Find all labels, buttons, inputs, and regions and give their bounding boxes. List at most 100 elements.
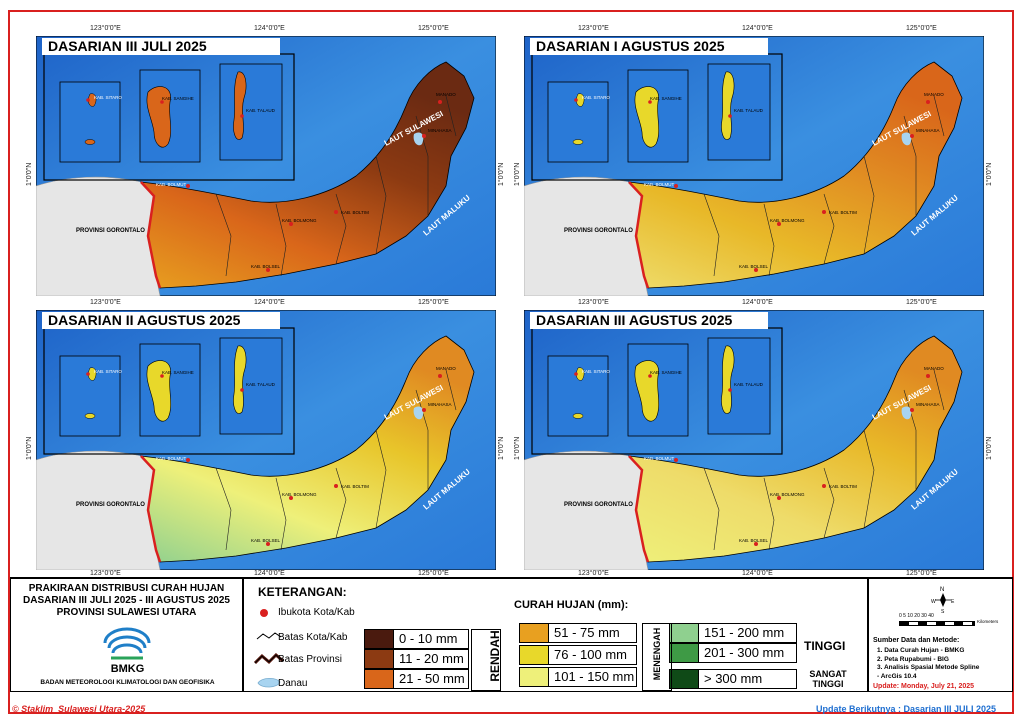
- legend-class: 151 - 200 mm: [669, 623, 797, 643]
- svg-text:KAB. TALAUD: KAB. TALAUD: [734, 108, 764, 113]
- province-border: [628, 455, 650, 563]
- svg-text:MINAHASA: MINAHASA: [428, 128, 452, 133]
- svg-text:KAB. BOLMONG: KAB. BOLMONG: [282, 218, 317, 223]
- lon-label-1: 123°0'0"E: [578, 25, 609, 32]
- legend-class: > 300 mm: [669, 669, 797, 689]
- lon-label-3: 125°0'0"E: [906, 25, 937, 32]
- lon-label-3: 125°0'0"E: [418, 25, 449, 32]
- svg-text:N: N: [940, 587, 944, 593]
- lat-label-left: 1°0'0"N: [514, 162, 521, 186]
- danau-symbol: [257, 677, 281, 688]
- legend-class-label: > 300 mm: [704, 671, 763, 686]
- sangat-tinggi-label: SANGAT TINGGI: [809, 669, 847, 689]
- lon-label-2: 124°0'0"E: [742, 25, 773, 32]
- legend-swatch: [520, 646, 549, 664]
- legend-class-label: 201 - 300 mm: [704, 645, 785, 660]
- batas-kota-symbol: [256, 632, 282, 640]
- svg-text:KAB. BOLMONG: KAB. BOLMONG: [282, 492, 317, 497]
- svg-text:KAB. TALAUD: KAB. TALAUD: [246, 382, 276, 387]
- batas-provinsi-label: Batas Provinsi: [278, 654, 342, 665]
- update-date: Update: Monday, July 21, 2025: [873, 683, 975, 690]
- gorontalo-land: [524, 176, 649, 296]
- lat-label-left: 1°0'0"N: [26, 162, 33, 186]
- svg-text:KAB. SANGIHE: KAB. SANGIHE: [162, 370, 194, 375]
- north-arrow-icon: N W E S: [931, 587, 955, 613]
- svg-text:S: S: [941, 609, 945, 613]
- title-block: PRAKIRAAN DISTRIBUSI CURAH HUJAN DASARIA…: [10, 578, 243, 692]
- lon-label-bottom: 125°0'0"E: [418, 570, 449, 577]
- map-canvas: KAB. SITARO KAB. SANGIHE KAB. TALAUD LAU…: [524, 310, 984, 570]
- scale-unit: Kilometers: [977, 619, 999, 624]
- sulut-mainland: [627, 61, 963, 289]
- svg-text:E: E: [951, 599, 955, 605]
- tinggi-label: TINGGI: [804, 639, 846, 653]
- legend-class: 201 - 300 mm: [669, 643, 797, 663]
- province-border: [140, 181, 162, 289]
- panel-title: DASARIAN II AGUSTUS 2025: [42, 312, 280, 329]
- legend-class-label: 0 - 10 mm: [399, 631, 458, 646]
- legend-class-label: 101 - 150 mm: [554, 669, 635, 684]
- lat-label-right: 1°0'0"N: [498, 436, 505, 460]
- svg-text:KAB. BOLMUT: KAB. BOLMUT: [156, 182, 187, 187]
- legend-area: PRAKIRAAN DISTRIBUSI CURAH HUJAN DASARIA…: [10, 577, 1013, 696]
- agency-name: BADAN METEOROLOGI KLIMATOLOGI DAN GEOFIS…: [40, 679, 215, 686]
- sources-box: N W E S 0 5 10 20 30 40 Kilometers Sumbe…: [868, 578, 1013, 692]
- regency-borders: [215, 369, 457, 551]
- map-canvas: KAB. SITARO KAB. SANGIHE KAB. TALAUD LAU…: [524, 36, 984, 296]
- svg-text:KAB. TALAUD: KAB. TALAUD: [246, 108, 276, 113]
- gorontalo-land: [36, 176, 161, 296]
- map-panel-3: KAB. SITARO KAB. SANGIHE KAB. TALAUD LAU…: [26, 299, 505, 570]
- map-panel-4: KAB. SITARO KAB. SANGIHE KAB. TALAUD LAU…: [514, 299, 993, 570]
- batas-kota-label: Batas Kota/Kab: [278, 632, 348, 643]
- svg-text:MANADO: MANADO: [436, 366, 456, 371]
- panel-title: DASARIAN III AGUSTUS 2025: [530, 312, 768, 329]
- gorontalo-land: [36, 450, 161, 570]
- province-border: [628, 181, 650, 289]
- lon-label-2: 124°0'0"E: [254, 299, 285, 306]
- lake: [413, 132, 424, 146]
- lat-label-left: 1°0'0"N: [514, 436, 521, 460]
- menengah-bracket: [642, 623, 672, 691]
- title-line-1: PRAKIRAAN DISTRIBUSI CURAH HUJAN: [28, 583, 225, 594]
- svg-text:MINAHASA: MINAHASA: [916, 128, 940, 133]
- svg-text:KAB. BOLSEL: KAB. BOLSEL: [251, 264, 281, 269]
- lon-label-3: 125°0'0"E: [906, 299, 937, 306]
- copyright: © Staklim_Sulawesi Utara-2025: [12, 704, 146, 714]
- panel-title: DASARIAN III JULI 2025: [42, 38, 280, 55]
- source-item: 1. Data Curah Hujan - BMKG: [877, 647, 965, 654]
- legend-swatch: [670, 624, 699, 642]
- svg-text:MANADO: MANADO: [924, 92, 944, 97]
- lon-label-1: 123°0'0"E: [90, 25, 121, 32]
- source-item: - ArcGis 10.4: [877, 672, 917, 680]
- legend-class-label: 51 - 75 mm: [554, 625, 620, 640]
- lat-label-right: 1°0'0"N: [498, 162, 505, 186]
- svg-text:KAB. BOLMUT: KAB. BOLMUT: [644, 456, 675, 461]
- map-frame: [8, 10, 1014, 714]
- lake: [413, 406, 424, 420]
- legend-swatch: [520, 624, 549, 642]
- legend-class-label: 76 - 100 mm: [554, 647, 627, 662]
- lat-label-right: 1°0'0"N: [986, 162, 993, 186]
- title-line-2: DASARIAN III JULI 2025 - III AGUSTUS 202…: [23, 595, 230, 606]
- svg-text:KAB. SANGIHE: KAB. SANGIHE: [650, 370, 682, 375]
- scale-bar: [899, 621, 975, 626]
- svg-text:MANADO: MANADO: [436, 92, 456, 97]
- lon-label-1: 123°0'0"E: [578, 299, 609, 306]
- legend-class: 51 - 75 mm: [519, 623, 637, 643]
- inset-talaud: [707, 337, 771, 435]
- bmkg-logo: [99, 627, 155, 671]
- lon-label-3: 125°0'0"E: [418, 299, 449, 306]
- svg-text:KAB. BOLMUT: KAB. BOLMUT: [644, 182, 675, 187]
- legend-class: 21 - 50 mm: [364, 669, 469, 689]
- legend-swatch: [670, 644, 699, 662]
- regency-borders: [215, 95, 457, 277]
- province-border: [140, 455, 162, 563]
- lon-label-bottom: 123°0'0"E: [90, 570, 121, 577]
- lat-label-left: 1°0'0"N: [26, 436, 33, 460]
- lat-label-right: 1°0'0"N: [986, 436, 993, 460]
- panel-title: DASARIAN I AGUSTUS 2025: [530, 38, 768, 55]
- sulut-mainland: [627, 335, 963, 563]
- regency-borders: [703, 95, 945, 277]
- svg-text:MANADO: MANADO: [924, 366, 944, 371]
- svg-text:KAB. SANGIHE: KAB. SANGIHE: [162, 96, 194, 101]
